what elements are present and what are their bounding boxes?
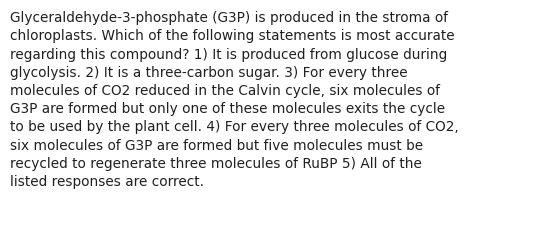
Text: Glyceraldehyde-3-phosphate (G3P) is produced in the stroma of
chloroplasts. Whic: Glyceraldehyde-3-phosphate (G3P) is prod… [10, 11, 459, 188]
